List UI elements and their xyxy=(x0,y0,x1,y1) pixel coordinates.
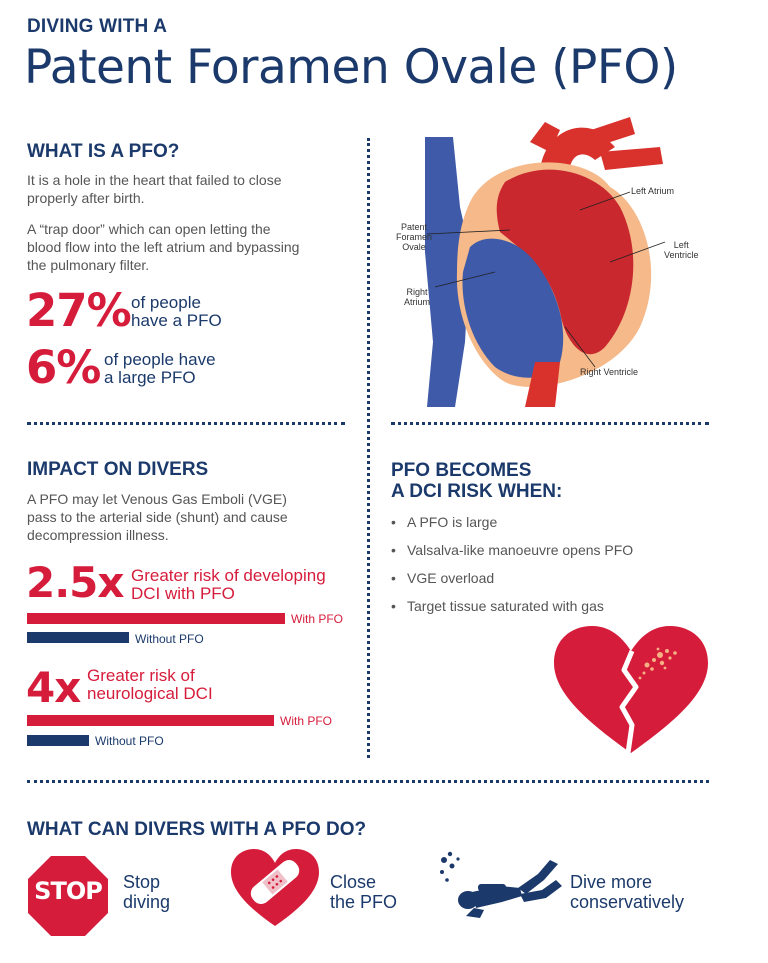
broken-heart-icon xyxy=(554,626,708,754)
what-is-heading: WHAT IS A PFO? xyxy=(27,141,180,162)
divider-left xyxy=(27,422,345,425)
action-dive-conservatively: Dive more conservatively xyxy=(570,872,684,912)
bar-without-pfo xyxy=(27,632,129,643)
text-line: PFO BECOMES xyxy=(391,460,532,481)
risk2-caption: Greater risk of neurological DCI xyxy=(87,667,213,703)
label-left-atrium: Left Atrium xyxy=(631,186,675,196)
dci-risk-list: A PFO is large Valsalva-like manoeuvre o… xyxy=(391,514,633,626)
text-line: of people xyxy=(131,293,201,312)
bar-with-pfo xyxy=(27,715,274,726)
bar-with-pfo xyxy=(27,613,285,624)
text-line: decompression illness. xyxy=(27,527,169,543)
label-right-atrium: Right Atrium xyxy=(404,287,430,307)
text-line: have a PFO xyxy=(131,311,222,330)
label-left-ventricle: Left Ventricle xyxy=(664,240,699,260)
stop-sign-text: STOP xyxy=(34,877,103,905)
text-line: Ovale xyxy=(402,242,426,252)
text-line: A PFO may let Venous Gas Emboli (VGE) xyxy=(27,491,287,507)
text-line: a large PFO xyxy=(104,368,196,387)
text-line: blood flow into the left atrium and bypa… xyxy=(27,239,300,255)
bar-without-pfo-label: Without PFO xyxy=(95,734,164,748)
text-line: the pulmonary filter. xyxy=(27,257,150,273)
what-is-para2: A “trap door” which can open letting the… xyxy=(27,220,299,274)
text-line: of people have xyxy=(104,350,216,369)
diver-icon xyxy=(440,851,562,918)
text-line: It is a hole in the heart that failed to… xyxy=(27,172,282,188)
text-line: the PFO xyxy=(330,892,398,912)
bar-with-pfo-label: With PFO xyxy=(280,714,333,728)
text-line: Foramen xyxy=(395,232,432,242)
text-line: pass to the arterial side (shunt) and ca… xyxy=(27,509,288,525)
text-line: Stop xyxy=(123,872,161,892)
header-kicker: DIVING WITH A xyxy=(27,16,168,37)
bar-without-pfo-label: Without PFO xyxy=(135,632,204,646)
stat-6-value: 6% xyxy=(26,341,101,394)
list-item: VGE overload xyxy=(391,570,633,598)
label-patent-foramen-ovale: Patent Foramen Ovale xyxy=(392,222,436,252)
heart-anatomy-diagram xyxy=(425,117,666,407)
text-line: Ventricle xyxy=(664,250,699,260)
stat-27-value: 27% xyxy=(26,284,132,337)
stat-6-caption: of people have a large PFO xyxy=(104,351,216,387)
bar-without-pfo xyxy=(27,735,89,746)
divider-bottom xyxy=(27,780,709,783)
text-line: Close xyxy=(330,872,377,892)
text-line: Left xyxy=(673,240,689,250)
risk2-value: 4x xyxy=(26,663,81,712)
impact-para: A PFO may let Venous Gas Emboli (VGE) pa… xyxy=(27,490,288,544)
text-line: Atrium xyxy=(404,297,431,307)
vertical-divider xyxy=(367,138,370,758)
actions-heading: WHAT CAN DIVERS WITH A PFO DO? xyxy=(27,819,367,840)
text-line: conservatively xyxy=(570,892,685,912)
text-line: Right xyxy=(406,287,428,297)
text-line: Greater risk of xyxy=(87,666,195,685)
text-line: neurological DCI xyxy=(87,684,213,703)
text-line: DCI with PFO xyxy=(131,584,235,603)
text-line: Greater risk of developing xyxy=(131,566,326,585)
stop-sign-icon xyxy=(28,856,108,936)
action-close-pfo: Close the PFO xyxy=(330,872,397,912)
list-item: Valsalva-like manoeuvre opens PFO xyxy=(391,542,633,570)
action-stop-diving: Stop diving xyxy=(123,872,170,912)
risk1-value: 2.5x xyxy=(26,558,124,607)
text-line: A “trap door” which can open letting the xyxy=(27,221,271,237)
text-line: Dive more xyxy=(570,872,653,892)
text-line: diving xyxy=(123,892,171,912)
text-line: Patent xyxy=(400,222,428,232)
text-line: A DCI RISK WHEN: xyxy=(391,481,563,502)
risk1-caption: Greater risk of developing DCI with PFO xyxy=(131,567,326,603)
impact-heading: IMPACT ON DIVERS xyxy=(27,459,209,480)
bar-with-pfo-label: With PFO xyxy=(291,612,344,626)
list-item: Target tissue saturated with gas xyxy=(391,598,633,626)
stat-27-caption: of people have a PFO xyxy=(131,294,222,330)
what-is-para1: It is a hole in the heart that failed to… xyxy=(27,171,282,207)
dci-risk-heading: PFO BECOMES A DCI RISK WHEN: xyxy=(391,460,562,502)
label-right-ventricle: Right Ventricle xyxy=(580,367,639,377)
list-item: A PFO is large xyxy=(391,514,633,542)
page-title: Patent Foramen Ovale (PFO) xyxy=(24,40,678,95)
text-line: properly after birth. xyxy=(27,190,145,206)
divider-right xyxy=(391,422,709,425)
bandaged-heart-icon xyxy=(231,849,319,926)
